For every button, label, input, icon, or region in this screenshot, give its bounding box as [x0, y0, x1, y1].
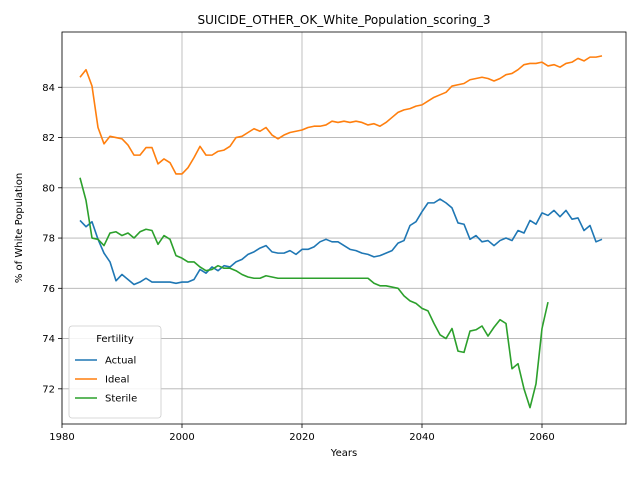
y-tick-label: 74: [42, 334, 55, 345]
axis-ticks: 1980 2000 2020 2040 2060 72 74 76 78 80 82 84: [42, 83, 554, 443]
legend-label-ideal: Ideal: [105, 375, 129, 386]
y-tick-label: 82: [42, 133, 55, 144]
legend-items: Actual Ideal Sterile: [75, 356, 137, 405]
legend-label-actual: Actual: [105, 356, 136, 367]
x-tick-label: 1980: [49, 432, 74, 443]
series-line-ideal: [79, 55, 603, 175]
y-tick-label: 78: [42, 234, 55, 245]
series-lines: [79, 55, 603, 409]
series-line-sterile: [79, 177, 549, 409]
x-tick-label: 2040: [409, 432, 434, 443]
plot-frame: [61, 31, 627, 425]
x-tick-label: 2000: [169, 432, 194, 443]
x-axis-label: Years: [330, 448, 357, 459]
y-tick-label: 76: [42, 284, 55, 295]
legend-label-sterile: Sterile: [105, 394, 137, 405]
series-line-actual: [79, 198, 603, 286]
legend: Fertility Actual Ideal Sterile: [68, 325, 162, 419]
x-tick-label: 2060: [529, 432, 554, 443]
y-tick-label: 80: [42, 183, 55, 194]
legend-title: Fertility: [96, 334, 134, 345]
y-tick-label: 72: [42, 384, 55, 395]
legend-box: [68, 325, 162, 419]
x-tick-label: 2020: [289, 432, 314, 443]
y-axis-label: % of White Population: [14, 173, 25, 283]
y-tick-label: 84: [42, 83, 55, 94]
chart-title: SUICIDE_OTHER_OK_White_Population_scorin…: [198, 13, 491, 27]
